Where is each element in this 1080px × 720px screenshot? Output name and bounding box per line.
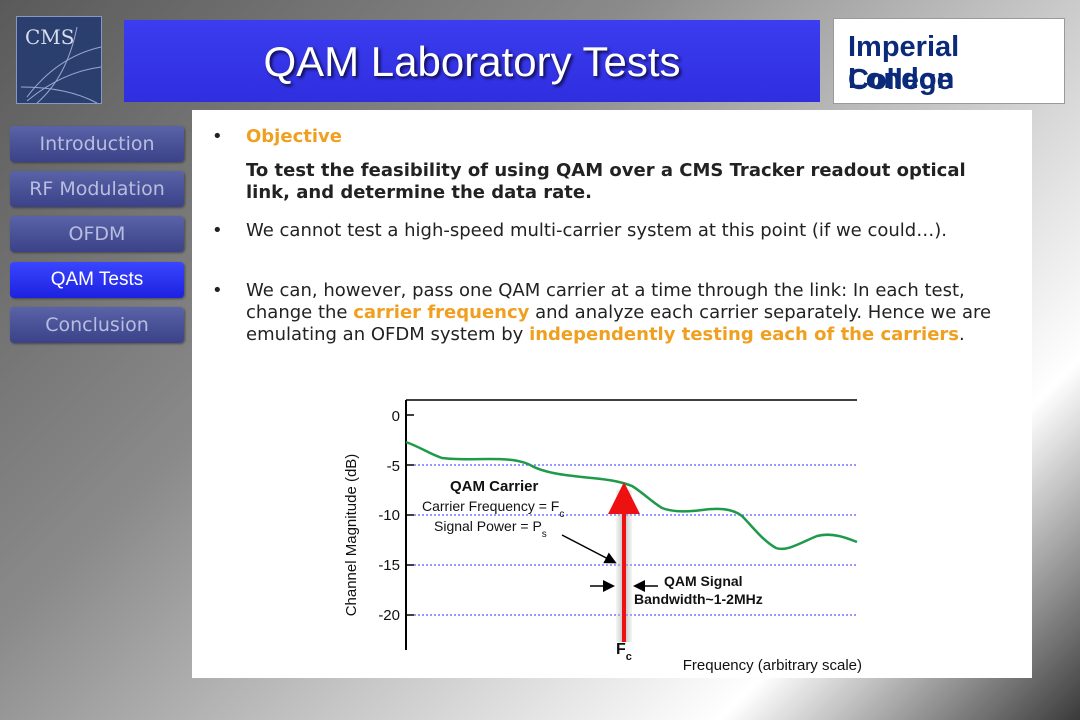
bullet3-highlight-carrier-frequency: carrier frequency	[353, 302, 530, 323]
annot-pointer-arrow	[561, 534, 617, 564]
bullet-dot: •	[212, 220, 223, 241]
fc-label: Fc	[616, 641, 632, 663]
bullet3-part-c: and analyze each carrier separately. Hen…	[246, 302, 992, 345]
logo-line-1: Imperial College	[848, 31, 960, 96]
bullet-text-2: We cannot test a high-speed multi-carrie…	[246, 220, 947, 241]
bullet3-part-a: We can, however, pass one QAM carrier at…	[246, 280, 965, 323]
nav-introduction[interactable]: Introduction	[10, 126, 184, 162]
nav-ofdm[interactable]: OFDM	[10, 216, 184, 252]
bullet3-highlight-independently: independently testing each of the carrie…	[529, 324, 959, 345]
logo-line-2: London	[848, 63, 955, 95]
cms-logo: CMS	[16, 16, 102, 104]
annot-signal-power: Signal Power = Ps	[434, 518, 547, 540]
objective-label: Objective	[246, 126, 342, 147]
y-tick-15: -15	[378, 557, 400, 574]
y-axis-label: Channel Magnitude (dB)	[343, 454, 360, 617]
cms-logo-text: CMS	[25, 25, 75, 49]
y-tick-5: -5	[387, 458, 400, 475]
objective-text: To test the feasibility of using QAM ove…	[246, 160, 966, 203]
y-tick-0: 0	[392, 408, 400, 425]
bullet-dot: •	[212, 280, 223, 301]
nav-conclusion[interactable]: Conclusion	[10, 307, 184, 343]
slide-content: • Objective To test the feasibility of u…	[192, 110, 1032, 678]
nav-qam-tests[interactable]: QAM Tests	[10, 262, 184, 298]
bullet-dot: •	[212, 126, 223, 147]
title-bar: QAM Laboratory Tests	[124, 20, 820, 102]
annot-qam-signal: QAM Signal	[664, 573, 743, 589]
nav-rf-modulation[interactable]: RF Modulation	[10, 171, 184, 207]
page-title: QAM Laboratory Tests	[263, 38, 681, 85]
bullet3-part-e: .	[959, 324, 965, 345]
y-tick-10: -10	[378, 507, 400, 524]
annot-bandwidth: Bandwidth~1-2MHz	[634, 591, 763, 607]
cms-logo-graphic	[20, 26, 102, 104]
imperial-college-logo: Imperial College London	[833, 18, 1065, 104]
channel-response-figure: Channel Magnitude (dB) 0 -5 -10 -15 -20	[343, 399, 862, 674]
annot-carrier-title: QAM Carrier	[450, 478, 539, 495]
x-axis-label: Frequency (arbitrary scale)	[683, 657, 862, 674]
y-tick-20: -20	[378, 607, 400, 624]
bullet-text-3: We can, however, pass one QAM carrier at…	[246, 280, 1006, 346]
channel-response-curve	[405, 440, 858, 551]
annot-carrier-frequency: Carrier Frequency = Fc	[422, 498, 564, 520]
